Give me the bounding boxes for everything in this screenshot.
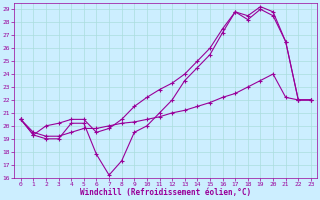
X-axis label: Windchill (Refroidissement éolien,°C): Windchill (Refroidissement éolien,°C) <box>80 188 252 197</box>
